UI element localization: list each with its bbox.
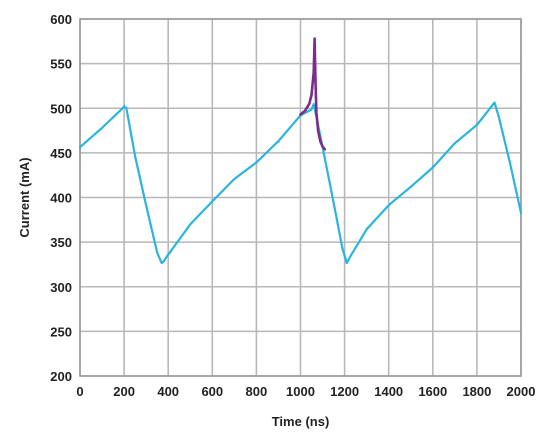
data-point	[345, 260, 348, 263]
x-tick-label: 1800	[462, 384, 491, 399]
data-point	[493, 102, 496, 105]
series-line-current	[78, 101, 523, 265]
data-point	[332, 202, 335, 205]
data-point	[317, 129, 319, 132]
data-point	[299, 113, 302, 116]
data-point	[476, 123, 478, 126]
data-point	[156, 251, 159, 254]
data-point	[312, 71, 315, 74]
y-tick-label: 350	[50, 235, 72, 250]
data-point	[233, 178, 236, 181]
data-point	[169, 251, 172, 254]
x-tick-label: 800	[246, 384, 268, 399]
data-point	[277, 141, 280, 144]
x-tick-label: 400	[157, 384, 179, 399]
data-point	[255, 160, 258, 163]
y-axis-ticks: 200 250 300 350 400 450 500 550 600	[50, 12, 72, 384]
y-tick-label: 250	[50, 324, 72, 339]
x-tick-label: 600	[201, 384, 223, 399]
data-point	[341, 247, 344, 250]
data-point	[189, 223, 192, 226]
data-point	[520, 212, 522, 215]
data-point	[509, 160, 511, 163]
y-tick-label: 400	[50, 191, 72, 206]
y-axis-label: Current (mA)	[17, 157, 32, 237]
series-layer	[78, 37, 523, 265]
x-tick-label: 200	[113, 384, 135, 399]
data-point	[314, 80, 317, 83]
data-point	[145, 205, 148, 208]
grid	[79, 18, 522, 377]
data-point	[125, 107, 128, 110]
data-point	[162, 260, 165, 263]
y-tick-label: 300	[50, 280, 72, 295]
data-point	[308, 102, 311, 105]
data-point	[123, 104, 125, 107]
x-tick-label: 1600	[418, 384, 447, 399]
data-point	[101, 127, 103, 129]
data-point	[323, 148, 326, 151]
data-point	[313, 37, 316, 40]
y-tick-label: 500	[50, 101, 72, 116]
x-tick-label: 0	[76, 384, 83, 399]
data-point	[211, 199, 214, 202]
y-tick-label: 600	[50, 12, 72, 27]
data-point	[166, 254, 169, 257]
x-tick-label: 1200	[330, 384, 359, 399]
data-point	[453, 143, 456, 145]
data-point	[387, 205, 390, 208]
y-tick-label: 550	[50, 57, 72, 72]
data-point	[312, 103, 315, 106]
series-line-spike	[299, 37, 327, 151]
data-point	[315, 111, 318, 114]
x-axis-ticks: 0 200 400 600 800 1000 1200 1400 1600 1800 2000	[76, 384, 535, 399]
data-point	[134, 154, 137, 157]
data-point	[498, 116, 500, 119]
data-point	[409, 185, 412, 188]
data-point	[79, 147, 81, 150]
data-point	[304, 110, 306, 112]
x-tick-label: 1400	[374, 384, 403, 399]
data-point	[310, 94, 313, 96]
data-point	[365, 227, 368, 230]
data-point	[321, 145, 324, 148]
data-point	[310, 107, 313, 110]
data-point	[160, 260, 163, 263]
x-tick-label: 2000	[507, 384, 536, 399]
y-tick-label: 450	[50, 146, 72, 161]
data-point	[350, 254, 353, 257]
y-tick-label: 200	[50, 369, 72, 384]
data-point	[319, 140, 322, 143]
x-axis-label: Time (ns)	[272, 414, 330, 429]
data-point	[431, 165, 434, 168]
x-tick-label: 1000	[286, 384, 315, 399]
plot-area-frame	[79, 18, 522, 377]
